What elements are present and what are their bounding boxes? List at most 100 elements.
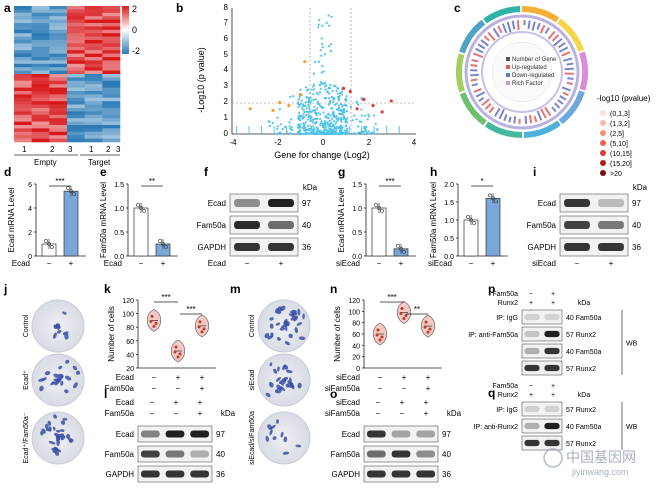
circos-bar [506,21,512,33]
violin-row-val: + [176,373,181,382]
band-label: Ecad [538,199,556,208]
circos-bar [524,115,528,124]
cell-nucleus [38,378,45,382]
heatmap-cell [49,53,68,58]
cell-nucleus [264,333,270,339]
circos-plot [456,6,588,138]
heatmap-cell [14,57,32,61]
blot-row-val: − [245,259,250,268]
heatmap-cell [49,40,68,44]
bar [63,190,79,257]
volcano-point [312,72,316,75]
heatmap-cell [31,84,50,88]
volcano-ytick: 2 [224,97,229,106]
blot-row-val: + [279,259,284,268]
blot-band [544,330,560,338]
volcano-point-up [348,89,352,94]
heatmap-cell [14,118,32,122]
volcano-point [329,43,333,46]
volcano-point [297,105,300,108]
bar-point [164,245,168,249]
volcano-point [304,129,307,132]
circos-bar [533,115,538,123]
volcano-point [345,95,348,98]
heatmap-cell [67,57,85,61]
heatmap-cell [49,6,68,10]
volcano-point [278,131,282,134]
volcano-point [326,123,329,126]
heatmap-cell [84,36,103,41]
violin-point [149,319,153,323]
violin-point [424,320,428,324]
heatmap-cell [31,70,50,75]
circos-legend-item: Rich Factor [512,81,543,87]
cell-nucleus [288,333,293,339]
volcano-point [325,97,328,100]
blot-band [190,450,210,458]
volcano-point [333,97,336,100]
kda-label: kDa [447,409,462,418]
volcano-point [338,106,341,109]
volcano-point [298,119,302,122]
volcano-point [310,99,313,102]
heatmap-cell [102,131,121,136]
volcano-point [358,120,361,123]
volcano-point [310,115,313,118]
volcano-point [296,130,300,134]
volcano-point [342,115,345,118]
volcano-point [306,118,310,121]
circos-bar [498,108,505,120]
volcano-point [376,132,379,135]
volcano-point [344,125,347,128]
bar-ytick: 6 [28,182,32,189]
heatmap-cell [14,67,32,71]
volcano-point-up [371,104,375,108]
violin-plots: Number of cells 20 40 60 80 100 120 *** *** Ecad −… [105,293,442,393]
heatmap-cell [14,128,32,133]
band-label: GAPDH [198,243,227,252]
volcano-point [304,101,308,104]
circos-legend-dot [600,170,606,176]
circos-legend-label: (0,1,3] [610,111,630,118]
heatmap-cell [67,111,85,116]
heatmap-cell [49,9,68,14]
heatmap-cell [67,94,85,99]
cell-nucleus [65,359,70,364]
circos-bar [536,22,541,30]
bar-point [494,199,498,204]
panel-b-label: b [176,1,183,15]
heatmap-cell [31,138,50,143]
volcano-xtick: 0 [321,138,326,147]
blot-strip [559,215,629,235]
bar [485,198,501,257]
volcano-point [328,45,331,48]
circos-bar [562,57,573,62]
kda-value: 40 [632,221,641,230]
volcano-point [323,122,326,125]
circos-legend-label: (2,5] [610,131,624,138]
volcano-point [342,116,345,119]
panel-q-label: q [488,386,495,400]
heatmap-cell [14,121,32,126]
volcano-point [310,119,313,122]
heatmap-cell [49,87,68,92]
cell-nucleus [58,377,62,382]
volcano-point [324,88,327,91]
bar-xtick: − [47,259,52,268]
circos-segment [456,53,465,93]
volcano-point [302,103,305,106]
heatmap-col-label: 2 [50,145,55,154]
band-label: Fam50a [331,450,361,459]
circos-bar [477,43,486,50]
volcano-point [283,125,287,128]
volcano-point [327,125,330,128]
volcano-point [317,100,320,104]
heatmap-cell [84,70,103,75]
volcano-point [299,88,302,91]
cell-nucleus [75,370,81,375]
volcano-point [360,96,363,100]
volcano-point [312,85,315,88]
violin-row-val: + [426,384,431,393]
heatmap-cell [67,26,85,31]
volcano-point [314,98,318,101]
